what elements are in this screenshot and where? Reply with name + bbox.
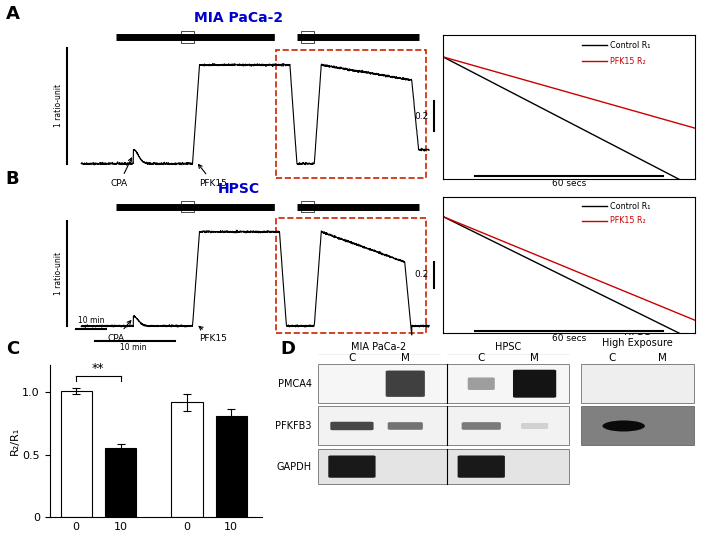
Text: PFKFB3: PFKFB3 bbox=[275, 421, 312, 431]
Text: PFK15 R₂: PFK15 R₂ bbox=[610, 57, 646, 66]
FancyBboxPatch shape bbox=[386, 370, 425, 397]
Text: PMCA4: PMCA4 bbox=[278, 379, 312, 389]
Text: Control R₁: Control R₁ bbox=[610, 41, 650, 50]
Text: 1 ratio-unit: 1 ratio-unit bbox=[54, 84, 63, 127]
Bar bbox=[181, 31, 194, 43]
Text: 1 ratio-unit: 1 ratio-unit bbox=[54, 252, 63, 295]
Text: 60 secs: 60 secs bbox=[552, 334, 586, 343]
Text: MIA PaCa-2: MIA PaCa-2 bbox=[194, 11, 284, 25]
Text: PFK15 R₂: PFK15 R₂ bbox=[610, 216, 646, 225]
Bar bbox=[318, 364, 569, 403]
Bar bbox=[276, 218, 425, 333]
FancyBboxPatch shape bbox=[457, 456, 505, 478]
FancyBboxPatch shape bbox=[388, 422, 423, 430]
Text: B: B bbox=[6, 170, 19, 188]
Y-axis label: R₂/R₁: R₂/R₁ bbox=[9, 427, 20, 455]
Text: C: C bbox=[608, 353, 616, 364]
FancyBboxPatch shape bbox=[328, 456, 376, 478]
Bar bbox=[276, 50, 425, 177]
Bar bbox=[301, 201, 313, 212]
FancyBboxPatch shape bbox=[462, 422, 501, 430]
Text: C: C bbox=[6, 341, 19, 359]
Bar bbox=[318, 449, 569, 484]
FancyBboxPatch shape bbox=[513, 370, 557, 398]
Text: PFK15: PFK15 bbox=[199, 326, 228, 343]
Text: 60 secs: 60 secs bbox=[552, 179, 586, 188]
Text: 0.2: 0.2 bbox=[415, 270, 429, 279]
Text: M: M bbox=[530, 353, 539, 364]
Text: A: A bbox=[6, 5, 20, 23]
Text: HPSC: HPSC bbox=[218, 182, 259, 196]
Bar bbox=[581, 407, 694, 446]
FancyBboxPatch shape bbox=[330, 422, 374, 430]
Text: MIA PaCa-2: MIA PaCa-2 bbox=[351, 342, 406, 352]
Text: Control R₁: Control R₁ bbox=[610, 202, 650, 211]
Text: M: M bbox=[658, 353, 666, 364]
Text: 10 min: 10 min bbox=[78, 316, 104, 325]
Text: HPSC
High Exposure: HPSC High Exposure bbox=[602, 327, 673, 349]
Bar bbox=[301, 31, 313, 43]
Text: C: C bbox=[478, 353, 485, 364]
Text: M: M bbox=[401, 353, 410, 364]
Ellipse shape bbox=[603, 421, 645, 432]
Bar bbox=[105, 448, 136, 517]
Text: D: D bbox=[280, 341, 295, 359]
Bar bbox=[181, 201, 194, 212]
FancyBboxPatch shape bbox=[468, 377, 495, 390]
Bar bbox=[216, 416, 247, 517]
Text: 10 min: 10 min bbox=[120, 343, 147, 352]
Text: CPA: CPA bbox=[111, 158, 132, 188]
Text: 0.2: 0.2 bbox=[415, 112, 429, 121]
Text: **: ** bbox=[92, 362, 105, 375]
Bar bbox=[172, 402, 203, 517]
Bar bbox=[318, 407, 569, 446]
Text: HPSC: HPSC bbox=[495, 342, 521, 352]
Bar bbox=[581, 364, 694, 403]
Bar bbox=[61, 391, 91, 517]
FancyBboxPatch shape bbox=[521, 423, 548, 429]
Text: C: C bbox=[348, 353, 356, 364]
Text: GAPDH: GAPDH bbox=[277, 462, 312, 472]
Text: PFK15: PFK15 bbox=[199, 165, 228, 188]
Text: CPA: CPA bbox=[108, 321, 130, 343]
